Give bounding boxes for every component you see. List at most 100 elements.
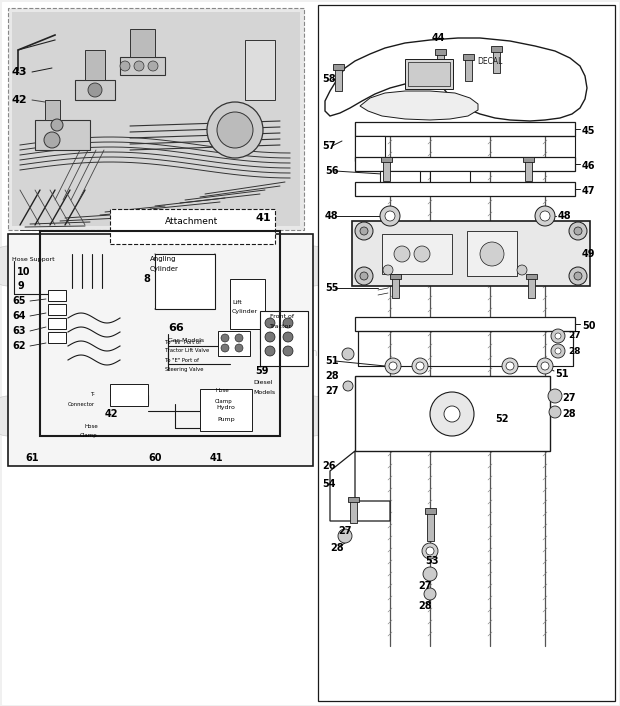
- Circle shape: [517, 265, 527, 275]
- Bar: [355, 122, 575, 136]
- Bar: [355, 157, 575, 171]
- Circle shape: [569, 267, 587, 285]
- Circle shape: [283, 346, 293, 356]
- Circle shape: [540, 211, 550, 221]
- Text: 59: 59: [255, 366, 268, 376]
- Bar: [463, 54, 474, 60]
- Bar: [465, 59, 472, 81]
- Bar: [245, 40, 275, 100]
- Text: 46: 46: [582, 161, 595, 171]
- Bar: [355, 136, 575, 161]
- Text: Cylinder: Cylinder: [232, 309, 258, 314]
- Circle shape: [293, 246, 333, 286]
- Bar: [523, 157, 534, 162]
- Text: 8: 8: [143, 274, 150, 284]
- Circle shape: [424, 588, 436, 600]
- Circle shape: [338, 529, 352, 543]
- Text: 9: 9: [17, 281, 24, 291]
- Bar: [355, 376, 550, 451]
- Bar: [408, 62, 450, 86]
- Text: 48: 48: [325, 211, 339, 221]
- Text: 28: 28: [325, 371, 339, 381]
- Bar: [335, 69, 342, 91]
- Text: Hose Support: Hose Support: [12, 256, 55, 261]
- Bar: [525, 161, 532, 181]
- Bar: [75, 80, 115, 100]
- Bar: [528, 278, 535, 298]
- Bar: [427, 513, 434, 541]
- Circle shape: [422, 543, 438, 559]
- Bar: [355, 182, 575, 196]
- Circle shape: [88, 83, 102, 97]
- Circle shape: [569, 222, 587, 240]
- Bar: [48, 332, 66, 343]
- Circle shape: [444, 406, 460, 422]
- Circle shape: [383, 265, 393, 275]
- Text: 53: 53: [425, 556, 438, 566]
- Circle shape: [355, 222, 373, 240]
- Text: Front of: Front of: [270, 313, 294, 318]
- Bar: [333, 64, 344, 70]
- Bar: [382, 234, 452, 274]
- Bar: [218, 331, 250, 356]
- Bar: [493, 51, 500, 73]
- Circle shape: [423, 567, 437, 581]
- Circle shape: [574, 227, 582, 235]
- Circle shape: [574, 272, 582, 280]
- Polygon shape: [330, 451, 390, 521]
- Circle shape: [342, 348, 354, 360]
- Polygon shape: [325, 38, 587, 121]
- Text: Tractor: Tractor: [270, 325, 292, 330]
- Text: 10: 10: [17, 267, 30, 277]
- Circle shape: [537, 358, 553, 374]
- Bar: [35, 120, 90, 150]
- Text: To "IN" Port of: To "IN" Port of: [165, 340, 201, 345]
- Bar: [435, 49, 446, 55]
- Circle shape: [283, 332, 293, 342]
- Text: 66: 66: [168, 323, 184, 333]
- Circle shape: [120, 61, 130, 71]
- Text: 55: 55: [325, 283, 339, 293]
- Text: T-: T-: [91, 392, 95, 397]
- Text: 52: 52: [495, 414, 508, 424]
- Text: 62: 62: [12, 341, 25, 351]
- Bar: [230, 279, 265, 329]
- Text: Pump: Pump: [217, 417, 235, 421]
- Text: 65: 65: [12, 296, 25, 306]
- Text: 27: 27: [338, 526, 352, 536]
- Text: 54: 54: [322, 479, 335, 489]
- Bar: [491, 46, 502, 52]
- Text: Lift: Lift: [232, 299, 242, 304]
- Bar: [130, 29, 155, 57]
- Text: 42: 42: [12, 95, 28, 105]
- Bar: [425, 508, 436, 514]
- Circle shape: [389, 362, 397, 370]
- Circle shape: [394, 246, 410, 262]
- Text: Cylinder: Cylinder: [150, 266, 179, 272]
- Text: 43: 43: [12, 67, 27, 77]
- Text: 28: 28: [330, 543, 343, 553]
- Text: Clamp: Clamp: [80, 433, 98, 438]
- Circle shape: [385, 358, 401, 374]
- Circle shape: [360, 227, 368, 235]
- Bar: [8, 234, 313, 466]
- Text: 51: 51: [555, 369, 569, 379]
- Circle shape: [265, 318, 275, 328]
- Text: 27: 27: [562, 393, 575, 403]
- Bar: [110, 384, 148, 406]
- Circle shape: [235, 334, 243, 342]
- Text: Hose: Hose: [84, 424, 98, 429]
- Text: Diesel: Diesel: [253, 381, 272, 385]
- Circle shape: [0, 396, 28, 436]
- Text: 63: 63: [12, 326, 25, 336]
- Circle shape: [549, 406, 561, 418]
- Circle shape: [551, 329, 565, 343]
- Bar: [120, 57, 165, 75]
- Circle shape: [548, 389, 562, 403]
- Circle shape: [221, 344, 229, 352]
- Text: 42: 42: [105, 409, 118, 419]
- Bar: [48, 318, 66, 329]
- Bar: [200, 389, 252, 431]
- Circle shape: [414, 246, 430, 262]
- Circle shape: [551, 344, 565, 358]
